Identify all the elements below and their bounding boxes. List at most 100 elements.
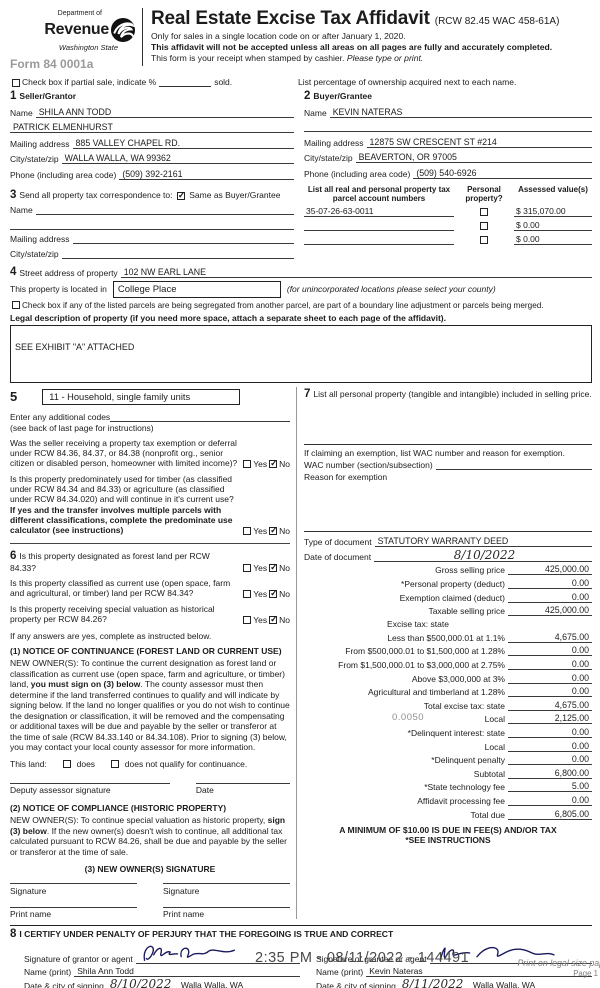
- owner1-printname-field[interactable]: [10, 906, 137, 908]
- excise-line-label: From $1,500,000.01 to $3,000,000 at 2.75…: [338, 660, 505, 671]
- corr-mailing-field[interactable]: [72, 234, 294, 244]
- deputy-date-field[interactable]: [195, 782, 290, 784]
- yes-label: Yes: [253, 614, 268, 625]
- excise-line-value[interactable]: 0.00: [508, 741, 592, 752]
- excise-line: Total due 6,805.00: [304, 809, 592, 820]
- owner2-printname-field[interactable]: [163, 906, 290, 908]
- grantee-signature-field[interactable]: [429, 942, 592, 965]
- seller-city-field[interactable]: WALLA WALLA, WA 99362: [61, 153, 294, 164]
- doc-date-label: Date of document: [304, 551, 372, 562]
- excise-line-value[interactable]: 0.00: [508, 727, 592, 738]
- grantor-signature-field[interactable]: [135, 942, 300, 965]
- owner1-signature-field[interactable]: [10, 883, 137, 885]
- excise-line-value[interactable]: 0.00: [508, 673, 592, 684]
- does-qualify-checkbox[interactable]: [63, 759, 72, 768]
- form-title: Real Estate Excise Tax Affidavit: [151, 8, 430, 29]
- grantor-name-field[interactable]: Shila Ann Todd: [74, 966, 300, 978]
- segregated-checkbox[interactable]: [12, 300, 20, 309]
- wac-number-field[interactable]: [435, 460, 592, 470]
- personal-property-checkbox[interactable]: [480, 221, 488, 230]
- excise-line-value[interactable]: 0.00: [508, 578, 592, 590]
- parcel-number-field[interactable]: 35-07-26-63-0011: [304, 206, 454, 217]
- assessed-value-field[interactable]: $ 0.00: [514, 220, 592, 231]
- excise-line-label: Above $3,000,000 at 3%: [411, 673, 505, 684]
- corr-city-field[interactable]: [61, 249, 294, 259]
- excise-line-value[interactable]: 0.00: [508, 659, 592, 671]
- excise-line-value[interactable]: 4,675.00: [508, 632, 592, 643]
- deputy-signature-field[interactable]: [10, 782, 170, 784]
- street-address-field[interactable]: 102 NW EARL LANE: [120, 267, 592, 278]
- excise-line-value[interactable]: 5.00: [508, 781, 592, 793]
- corr-name2-field[interactable]: [10, 220, 294, 230]
- excise-line-value[interactable]: 0.00: [508, 592, 592, 603]
- buyer-city-field[interactable]: BEAVERTON, OR 97005: [355, 152, 592, 163]
- owners-signature-title: (3) NEW OWNER(S) SIGNATURE: [84, 864, 216, 875]
- reason-exemption-area[interactable]: [304, 482, 592, 528]
- parcel-number-field[interactable]: [304, 220, 454, 231]
- located-in-label: This property is located in: [10, 284, 107, 294]
- doc-date-field[interactable]: 8/10/2022: [374, 549, 592, 562]
- corr-name-field[interactable]: [35, 205, 294, 215]
- notice2-body: NEW OWNER(S): To continue special valuat…: [10, 815, 287, 857]
- excise-line-label: Gross selling price: [435, 565, 505, 576]
- excise-line: Local 0.00: [304, 741, 592, 752]
- land-use-code-select[interactable]: 11 - Household, single family units: [42, 388, 241, 405]
- buyer-phone-field[interactable]: (509) 540-6926: [413, 168, 592, 179]
- yes-checkbox[interactable]: [243, 564, 252, 573]
- doc-type-field[interactable]: STATUTORY WARRANTY DEED: [374, 536, 592, 547]
- parcel-number-field[interactable]: [304, 234, 454, 245]
- excise-line-value[interactable]: 0.00: [508, 645, 592, 657]
- no-checkbox[interactable]: [269, 459, 278, 468]
- legal-description-box[interactable]: SEE EXHIBIT "A" ATTACHED: [10, 324, 592, 383]
- grantor-date-field[interactable]: 8/10/2022 Walla Walla, WA: [107, 978, 300, 988]
- assessed-value-field[interactable]: $ 315,070.00: [514, 206, 592, 217]
- parcel-col3-header: Assessed value(s): [518, 184, 588, 194]
- owner2-signature-field[interactable]: [163, 883, 290, 885]
- no-checkbox[interactable]: [269, 564, 278, 573]
- excise-line-value[interactable]: 425,000.00: [508, 605, 592, 617]
- personal-property-list-area[interactable]: [304, 401, 592, 441]
- yes-checkbox[interactable]: [243, 615, 252, 624]
- partial-sale-checkbox[interactable]: [12, 79, 20, 87]
- seller-mailing-label: Mailing address: [10, 138, 70, 149]
- excise-line-value[interactable]: 0.00: [508, 686, 592, 698]
- excise-line-value[interactable]: 6,800.00: [508, 768, 592, 779]
- seller-name-field[interactable]: SHILA ANN TODD: [35, 107, 294, 118]
- excise-line-value[interactable]: 425,000.00: [508, 564, 592, 576]
- same-as-buyer-checkbox[interactable]: [176, 191, 185, 200]
- grantee-name-field[interactable]: Kevin Nateras: [366, 966, 592, 978]
- excise-line-value[interactable]: 6,805.00: [508, 809, 592, 820]
- seller-phone-field[interactable]: (509) 392-2161: [119, 169, 294, 180]
- buyer-name2-field[interactable]: [304, 122, 592, 132]
- parcel-row: $ 0.00: [304, 234, 592, 245]
- does-not-qualify-checkbox[interactable]: [111, 759, 120, 768]
- personal-property-checkbox[interactable]: [480, 207, 488, 216]
- no-checkbox[interactable]: [269, 615, 278, 624]
- yes-label: Yes: [253, 458, 268, 469]
- no-checkbox[interactable]: [269, 526, 278, 535]
- seller-name2-field[interactable]: PATRICK ELMENHURST: [10, 122, 294, 133]
- assessed-value-field[interactable]: $ 0.00: [514, 234, 592, 245]
- located-in-select[interactable]: College Place: [112, 280, 281, 298]
- additional-codes-field[interactable]: [110, 411, 290, 422]
- yes-checkbox[interactable]: [243, 526, 252, 535]
- no-checkbox[interactable]: [269, 589, 278, 598]
- seller-mailing-field[interactable]: 885 VALLEY CHAPEL RD.: [72, 138, 294, 149]
- buyer-name-field[interactable]: KEVIN NATERAS: [329, 107, 592, 118]
- header-line2: This affidavit will not be accepted unle…: [151, 42, 553, 52]
- excise-line-value[interactable]: 2,125.00: [508, 713, 592, 725]
- page-note: Page 1 c: [573, 969, 600, 979]
- buyer-mailing-label: Mailing address: [304, 137, 364, 148]
- if-yes-intro: If any answers are yes, complete as inst…: [10, 630, 212, 641]
- excise-line-value[interactable]: 4,675.00: [508, 700, 592, 711]
- partial-sale-percent-field[interactable]: [159, 86, 212, 87]
- personal-property-checkbox[interactable]: [480, 235, 488, 244]
- excise-line-label: From $500,000.01 to $1,500,000 at 1.28%: [345, 646, 505, 657]
- yes-checkbox[interactable]: [243, 459, 252, 468]
- buyer-mailing-field[interactable]: 12875 SW CRESCENT ST #214: [366, 137, 592, 148]
- corr-city-label: City/state/zip: [10, 248, 59, 259]
- excise-line-value[interactable]: 0.00: [508, 754, 592, 766]
- grantee-date-field[interactable]: 8/11/2022 Walla Walla, WA: [399, 978, 592, 988]
- excise-line-value[interactable]: 0.00: [508, 795, 592, 806]
- yes-checkbox[interactable]: [243, 589, 252, 598]
